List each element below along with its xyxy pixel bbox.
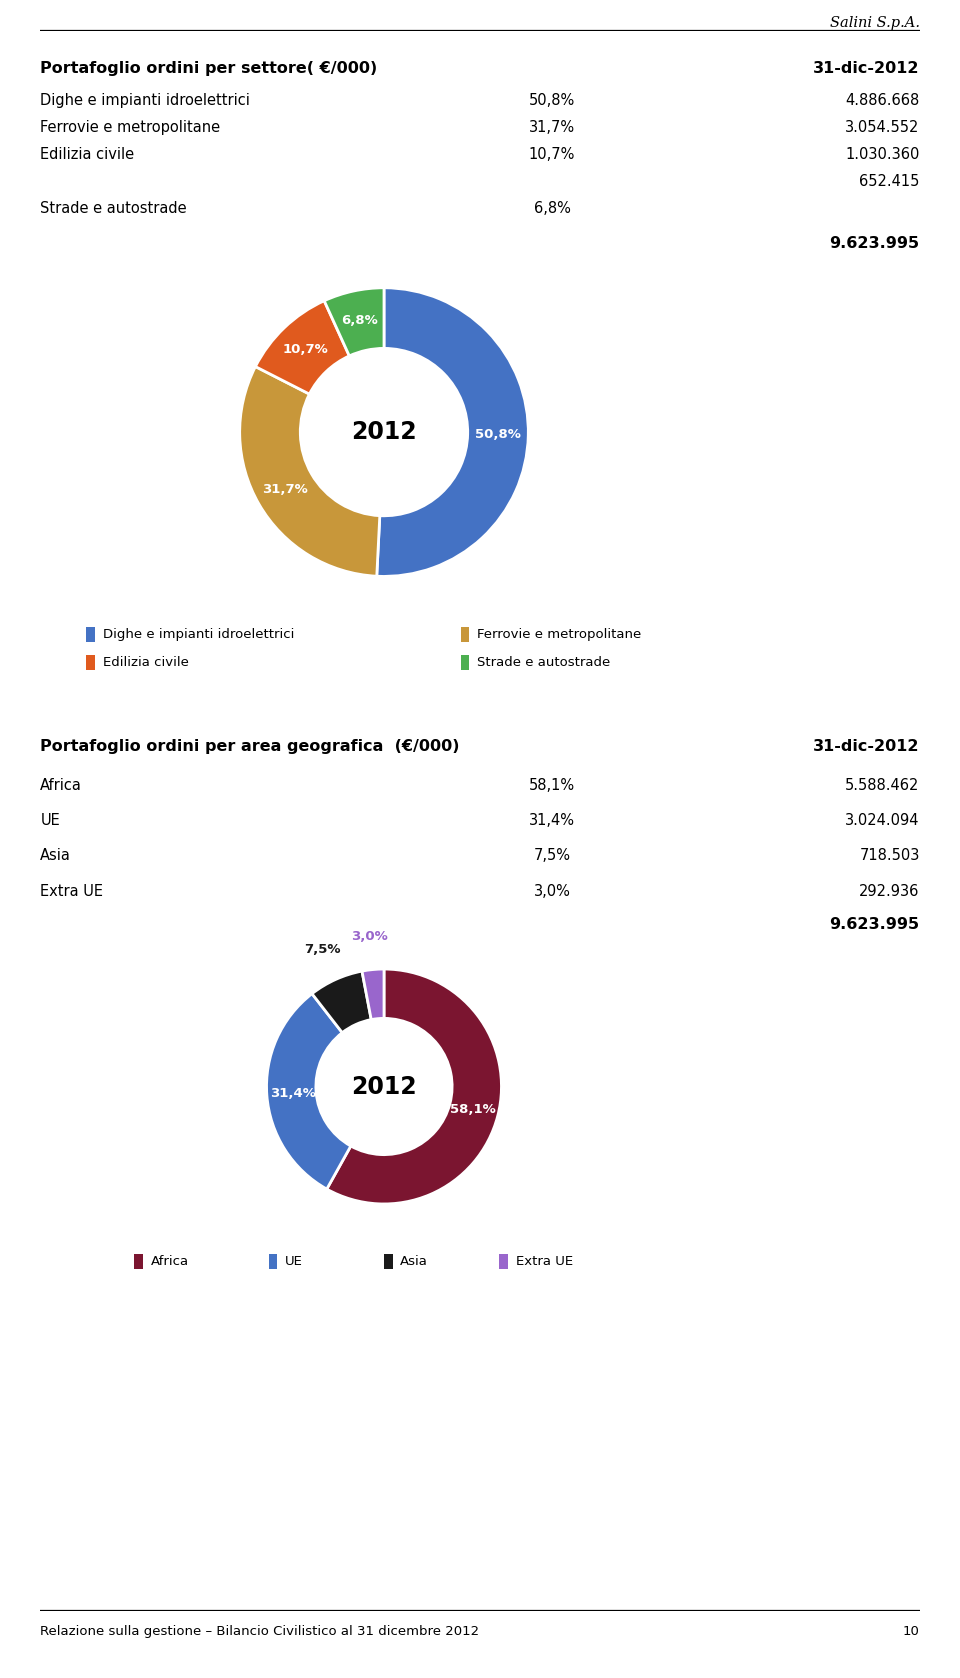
Text: 31,4%: 31,4%	[270, 1087, 316, 1099]
Text: 5.588.462: 5.588.462	[846, 779, 920, 792]
Text: 50,8%: 50,8%	[529, 94, 575, 107]
Text: 7,5%: 7,5%	[534, 849, 570, 862]
Text: 31,7%: 31,7%	[262, 483, 308, 495]
Text: Dighe e impianti idroelettrici: Dighe e impianti idroelettrici	[40, 94, 251, 107]
Text: 652.415: 652.415	[859, 175, 920, 188]
Text: 31,4%: 31,4%	[529, 814, 575, 827]
Wedge shape	[362, 970, 384, 1020]
Text: Africa: Africa	[151, 1255, 189, 1269]
Text: 6,8%: 6,8%	[342, 314, 378, 327]
Wedge shape	[324, 289, 384, 356]
Text: Edilizia civile: Edilizia civile	[40, 148, 134, 161]
Wedge shape	[240, 366, 380, 576]
Text: 4.886.668: 4.886.668	[846, 94, 920, 107]
Wedge shape	[326, 970, 501, 1203]
Text: 9.623.995: 9.623.995	[829, 237, 920, 250]
Text: Asia: Asia	[400, 1255, 428, 1269]
Text: UE: UE	[40, 814, 60, 827]
Text: 9.623.995: 9.623.995	[829, 918, 920, 931]
Text: Edilizia civile: Edilizia civile	[103, 656, 188, 670]
Text: 10,7%: 10,7%	[282, 344, 328, 356]
Text: Strade e autostrade: Strade e autostrade	[477, 656, 611, 670]
Text: 1.030.360: 1.030.360	[846, 148, 920, 161]
Text: 718.503: 718.503	[859, 849, 920, 862]
Text: 7,5%: 7,5%	[304, 943, 341, 956]
Text: 3.054.552: 3.054.552	[846, 121, 920, 134]
Text: 10: 10	[902, 1624, 920, 1638]
Text: UE: UE	[285, 1255, 303, 1269]
Text: 10,7%: 10,7%	[529, 148, 575, 161]
Text: Relazione sulla gestione – Bilancio Civilistico al 31 dicembre 2012: Relazione sulla gestione – Bilancio Civi…	[40, 1624, 479, 1638]
Text: Dighe e impianti idroelettrici: Dighe e impianti idroelettrici	[103, 628, 294, 641]
Text: Extra UE: Extra UE	[40, 884, 104, 898]
Text: Ferrovie e metropolitane: Ferrovie e metropolitane	[477, 628, 641, 641]
Text: Ferrovie e metropolitane: Ferrovie e metropolitane	[40, 121, 221, 134]
Wedge shape	[255, 300, 349, 394]
Text: 2012: 2012	[351, 420, 417, 445]
Text: Asia: Asia	[40, 849, 71, 862]
Text: 2012: 2012	[351, 1074, 417, 1099]
Text: 58,1%: 58,1%	[529, 779, 575, 792]
Text: 292.936: 292.936	[859, 884, 920, 898]
Text: 58,1%: 58,1%	[450, 1102, 495, 1116]
Wedge shape	[267, 993, 350, 1190]
Text: 3.024.094: 3.024.094	[845, 814, 920, 827]
Text: Africa: Africa	[40, 779, 83, 792]
Wedge shape	[376, 289, 528, 576]
Text: 50,8%: 50,8%	[475, 428, 521, 441]
Text: Extra UE: Extra UE	[516, 1255, 573, 1269]
Text: 3,0%: 3,0%	[351, 930, 388, 943]
Text: 31-dic-2012: 31-dic-2012	[813, 62, 920, 76]
Text: Salini S.p.A.: Salini S.p.A.	[829, 15, 920, 30]
Text: 3,0%: 3,0%	[534, 884, 570, 898]
Text: Portafoglio ordini per area geografica  (€/000): Portafoglio ordini per area geografica (…	[40, 740, 460, 753]
Text: 31-dic-2012: 31-dic-2012	[813, 740, 920, 753]
Text: 6,8%: 6,8%	[534, 201, 570, 215]
Wedge shape	[312, 972, 372, 1032]
Text: Strade e autostrade: Strade e autostrade	[40, 201, 187, 215]
Text: 31,7%: 31,7%	[529, 121, 575, 134]
Text: Portafoglio ordini per settore( €/000): Portafoglio ordini per settore( €/000)	[40, 62, 377, 76]
